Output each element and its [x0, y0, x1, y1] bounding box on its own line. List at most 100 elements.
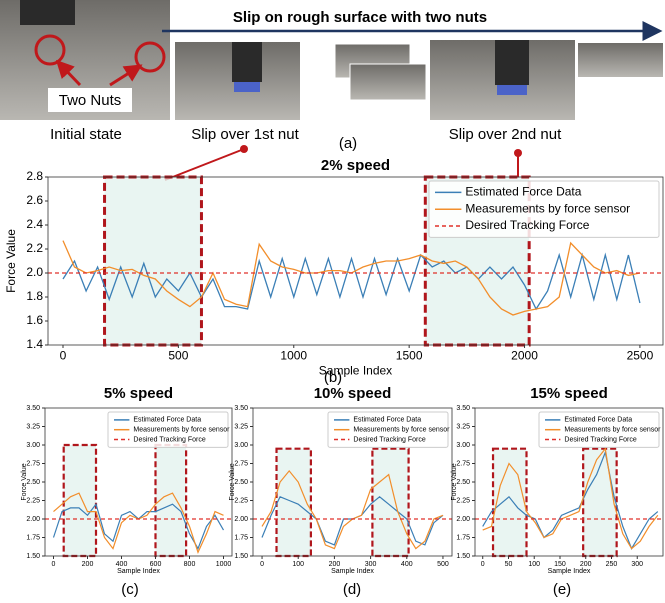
x-tick-label: 150: [554, 561, 566, 568]
figure: Slip on rough surface with two nuts Two …: [0, 0, 665, 603]
x-axis-label: Sample Index: [117, 568, 160, 575]
y-tick-label: 1.50: [456, 553, 470, 560]
y-tick-label: 2.25: [234, 497, 248, 504]
highlight-region: [64, 445, 96, 556]
panel-label: (a): [339, 135, 357, 152]
y-tick-label: 2.75: [456, 460, 470, 467]
x-tick-label: 250: [606, 561, 618, 568]
y-tick-label: 1.75: [234, 534, 248, 541]
y-tick-label: 2.75: [26, 460, 40, 467]
x-tick-label: 2000: [511, 348, 538, 362]
y-tick-label: 1.50: [234, 553, 248, 560]
x-tick-label: 800: [184, 561, 196, 568]
legend-label: Estimated Force Data: [353, 417, 421, 424]
x-tick-label: 100: [528, 561, 540, 568]
x-tick-label: 1000: [280, 348, 307, 362]
y-tick-label: 2.00: [234, 516, 248, 523]
legend-label: Desired Tracking Force: [353, 436, 425, 443]
x-tick-label: 50: [505, 561, 513, 568]
x-tick-label: 300: [365, 561, 377, 568]
y-tick-label: 3.00: [26, 442, 40, 449]
y-tick-label: 1.75: [456, 534, 470, 541]
x-tick-label: 300: [631, 561, 643, 568]
y-tick-label: 1.6: [26, 313, 43, 327]
x-tick-label: 600: [150, 561, 162, 568]
y-axis-label: Force Value: [4, 229, 18, 293]
legend-label: Estimated Force Data: [133, 417, 201, 424]
photo-tool: [232, 42, 262, 82]
connector: [165, 149, 244, 180]
caption: Initial state: [50, 126, 122, 143]
x-tick-label: 200: [580, 561, 592, 568]
chart-title: 10% speed: [314, 385, 392, 402]
chart-title: 5% speed: [104, 385, 173, 402]
chart-title: 15% speed: [530, 385, 608, 402]
y-tick-label: 2.6: [26, 193, 43, 207]
y-tick-label: 2.75: [234, 460, 248, 467]
nuts-label: Two Nuts: [59, 92, 122, 109]
x-axis-label: Sample Index: [548, 568, 591, 575]
y-tick-label: 3.50: [234, 405, 248, 412]
y-tick-label: 3.50: [26, 405, 40, 412]
y-tick-label: 2.00: [456, 516, 470, 523]
legend-label: Measurements by force sensor: [133, 427, 230, 434]
y-tick-label: 3.25: [456, 423, 470, 430]
connector-dot: [240, 145, 248, 153]
panel-label: (d): [343, 581, 361, 598]
connector-dot: [514, 149, 522, 157]
x-tick-label: 1000: [216, 561, 232, 568]
y-tick-label: 2.50: [234, 479, 248, 486]
y-tick-label: 3.00: [456, 442, 470, 449]
x-tick-label: 400: [401, 561, 413, 568]
legend-label: Estimated Force Data: [564, 417, 632, 424]
x-tick-label: 500: [168, 348, 188, 362]
x-axis-label: Sample Index: [331, 568, 374, 575]
caption: Slip over 2nd nut: [449, 126, 562, 143]
x-axis-label: Sample Index: [319, 364, 392, 378]
legend-label: Desired Tracking Force: [564, 436, 636, 443]
y-tick-label: 2.25: [456, 497, 470, 504]
panel-label: (c): [121, 581, 139, 598]
banner: Slip on rough surface with two nuts: [233, 9, 487, 26]
legend-label: Measurements by force sensor: [465, 201, 630, 215]
y-tick-label: 2.50: [26, 479, 40, 486]
legend-label: Desired Tracking Force: [465, 218, 589, 232]
caption: Slip over 1st nut: [191, 126, 299, 143]
legend-label: Desired Tracking Force: [133, 436, 205, 443]
y-tick-label: 1.4: [26, 337, 43, 351]
x-tick-label: 0: [52, 561, 56, 568]
x-tick-label: 0: [60, 348, 67, 362]
x-tick-label: 400: [116, 561, 128, 568]
legend-label: Measurements by force sensor: [353, 427, 450, 434]
y-tick-label: 2.00: [26, 516, 40, 523]
chart-title: 2% speed: [321, 157, 390, 174]
y-axis-label: Force Value: [21, 463, 28, 500]
y-tick-label: 3.25: [26, 423, 40, 430]
x-tick-label: 100: [292, 561, 304, 568]
x-tick-label: 200: [329, 561, 341, 568]
highlight-region: [105, 177, 202, 345]
y-tick-label: 1.75: [26, 534, 40, 541]
x-tick-label: 0: [481, 561, 485, 568]
y-tick-label: 2.0: [26, 265, 43, 279]
panel-label: (e): [553, 581, 571, 598]
y-axis-label: Force Value: [229, 463, 236, 500]
photo-tool: [20, 0, 75, 25]
photo-tool: [495, 40, 529, 85]
photo-tool: [234, 82, 260, 92]
y-tick-label: 3.25: [234, 423, 248, 430]
legend-label: Measurements by force sensor: [564, 427, 661, 434]
x-tick-label: 0: [260, 561, 264, 568]
photo-tool: [497, 85, 527, 95]
x-tick-label: 1500: [396, 348, 423, 362]
y-tick-label: 3.00: [234, 442, 248, 449]
y-tick-label: 1.8: [26, 289, 43, 303]
y-tick-label: 2.8: [26, 169, 43, 183]
y-tick-label: 2.25: [26, 497, 40, 504]
photo: [578, 43, 663, 77]
x-tick-label: 2500: [627, 348, 654, 362]
y-axis-label: Force Value: [451, 463, 458, 500]
x-tick-label: 200: [82, 561, 94, 568]
y-tick-label: 2.2: [26, 241, 43, 255]
y-tick-label: 1.50: [26, 553, 40, 560]
